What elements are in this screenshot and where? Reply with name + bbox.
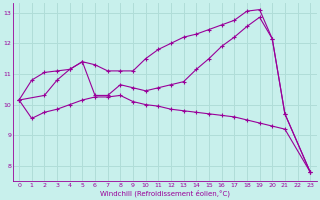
X-axis label: Windchill (Refroidissement éolien,°C): Windchill (Refroidissement éolien,°C) <box>100 189 230 197</box>
